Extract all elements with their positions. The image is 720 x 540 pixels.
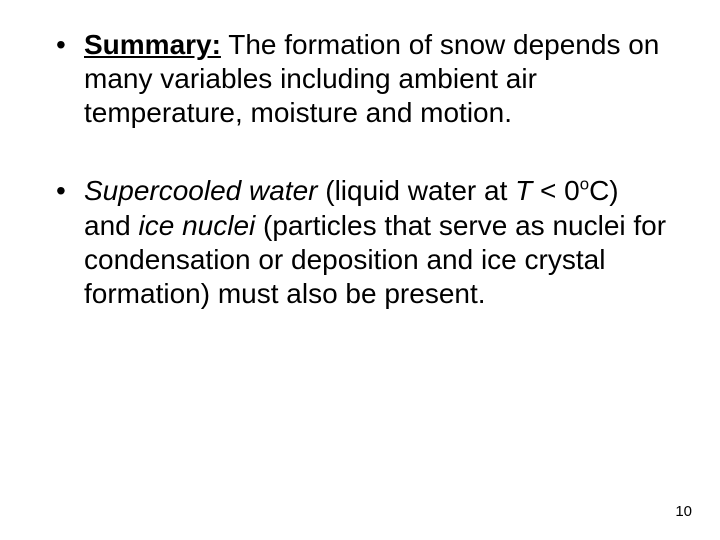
summary-label: Summary: [84, 29, 221, 60]
degree-superscript: o [580, 175, 589, 194]
term-supercooled: Supercooled water [84, 175, 317, 206]
variable-T: T [515, 175, 532, 206]
slide: Summary: The formation of snow depends o… [0, 0, 720, 540]
bullet-list: Summary: The formation of snow depends o… [50, 28, 670, 311]
text-segment: < 0 [532, 175, 579, 206]
term-ice-nuclei: ice nuclei [139, 210, 256, 241]
text-segment: (liquid water at [317, 175, 515, 206]
bullet-item: Supercooled water (liquid water at T < 0… [50, 174, 670, 311]
page-number: 10 [675, 503, 692, 520]
bullet-item: Summary: The formation of snow depends o… [50, 28, 670, 130]
